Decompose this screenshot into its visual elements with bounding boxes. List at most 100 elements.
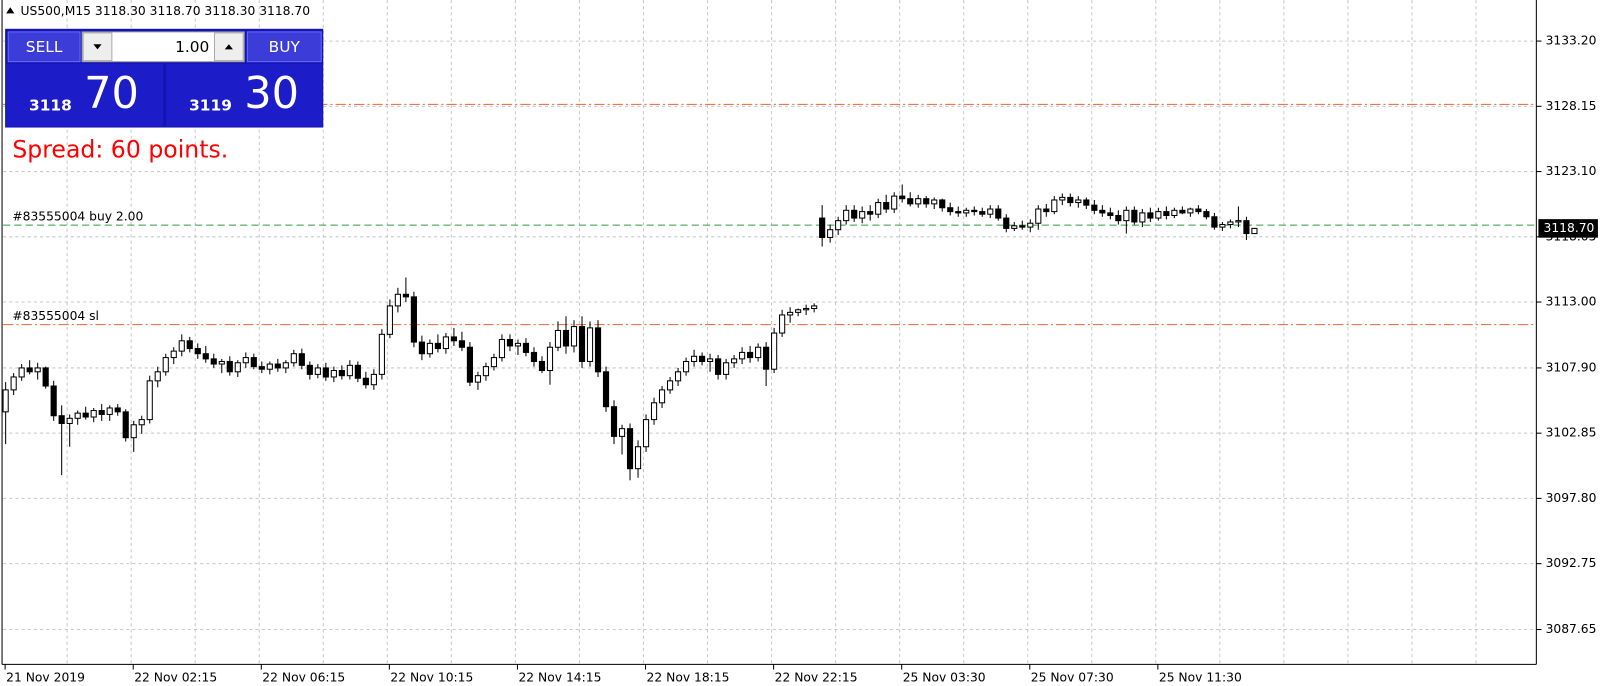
candle-body: [10, 376, 17, 391]
candle-body: [530, 351, 538, 362]
candle-body: [202, 353, 209, 360]
y-tick-label: 3128.15: [1546, 99, 1597, 113]
candle-body: [1051, 199, 1058, 213]
candle-body: [146, 380, 153, 421]
candle-body: [787, 311, 794, 316]
candle-body: [266, 363, 273, 370]
candle-body: [731, 358, 738, 364]
candle-body: [42, 367, 49, 387]
candle-body: [1099, 209, 1106, 214]
candle-body: [114, 407, 121, 413]
candle-body: [1211, 216, 1218, 228]
candle-body: [1011, 225, 1018, 229]
candle-body: [811, 305, 818, 310]
ask-box[interactable]: [166, 63, 323, 127]
candle-body: [1235, 220, 1242, 223]
candle-body: [106, 407, 113, 415]
candle-body: [1219, 224, 1226, 228]
candle-body: [907, 198, 914, 205]
candle-body: [562, 329, 570, 347]
candle-body: [755, 346, 762, 359]
symbol-header: US500,M15 3118.30 3118.70 3118.30 3118.7…: [21, 4, 311, 18]
candle-body: [378, 333, 385, 375]
candle-body: [546, 346, 554, 372]
candle-body: [650, 402, 658, 421]
candle-body: [298, 353, 305, 366]
candle-body: [410, 296, 417, 343]
ask-pips: 30: [244, 69, 299, 119]
candle-body: [1107, 212, 1114, 216]
candle-body: [538, 360, 546, 372]
price-tag: [1538, 219, 1598, 238]
sell-button[interactable]: [7, 31, 81, 63]
x-tick-label: 25 Nov 11:30: [1159, 670, 1242, 684]
candle-body: [458, 340, 466, 348]
candle-body: [394, 293, 401, 307]
candle-body: [122, 411, 129, 439]
candle-body: [98, 410, 105, 415]
candle-body: [450, 336, 458, 342]
candle-body: [130, 424, 137, 439]
candle-body: [386, 305, 393, 335]
candle-body: [923, 198, 930, 205]
candle-body: [987, 208, 994, 215]
candle-body: [674, 371, 682, 382]
candle-body: [26, 367, 33, 373]
candle-body: [626, 428, 634, 470]
y-tick-label: 3123.10: [1546, 164, 1597, 178]
candle-body: [490, 357, 498, 368]
candle-body: [899, 195, 906, 200]
order-level-label: #83555004 sl: [12, 309, 99, 323]
candle-body: [618, 428, 626, 437]
candle-body: [170, 350, 177, 359]
candle-body: [338, 369, 345, 377]
candle-body: [434, 342, 441, 350]
candle-body: [90, 410, 97, 418]
candle-body: [554, 329, 562, 348]
candle-body: [186, 340, 193, 350]
bid-box[interactable]: [6, 63, 164, 127]
candle-body: [690, 355, 698, 362]
buy-label: BUY: [269, 38, 301, 56]
candle-body: [442, 336, 449, 350]
candle-body: [586, 327, 594, 362]
candle-body: [682, 360, 690, 373]
candle-body: [594, 327, 602, 373]
candle-body: [274, 363, 281, 369]
candle-body: [330, 369, 337, 378]
candle-body: [514, 342, 522, 347]
candle-body: [1067, 196, 1074, 204]
candle-body: [2, 389, 9, 413]
candle-body: [1123, 209, 1130, 222]
candle-body: [322, 367, 329, 378]
candle-body: [154, 371, 161, 382]
candle-body: [699, 355, 706, 362]
candle-body: [915, 198, 922, 205]
x-tick-label: 21 Nov 2019: [6, 670, 85, 684]
candle-body: [290, 353, 297, 364]
candle-body: [1187, 208, 1194, 214]
candle-body: [474, 375, 482, 383]
candle-body: [1043, 208, 1050, 213]
collapse-icon[interactable]: [6, 7, 15, 14]
candle-body: [1251, 227, 1258, 235]
candle-body: [819, 217, 826, 238]
buy-button[interactable]: [246, 31, 322, 63]
y-tick-label: 3092.75: [1546, 556, 1597, 570]
candle-body: [1171, 209, 1178, 216]
candle-body: [218, 360, 225, 365]
x-tick-label: 22 Nov 02:15: [134, 670, 217, 684]
bid-pips: 70: [84, 69, 139, 119]
candle-body: [1179, 209, 1186, 214]
candle-body: [506, 338, 514, 347]
candle-body: [58, 415, 65, 424]
candle-body: [1115, 214, 1122, 222]
candle-body: [739, 351, 746, 360]
candle-body: [50, 385, 57, 417]
x-tick-label: 22 Nov 18:15: [647, 670, 730, 684]
candle-body: [346, 364, 353, 377]
candle-body: [226, 360, 233, 373]
candle-body: [1019, 225, 1026, 228]
candle-body: [883, 202, 890, 210]
